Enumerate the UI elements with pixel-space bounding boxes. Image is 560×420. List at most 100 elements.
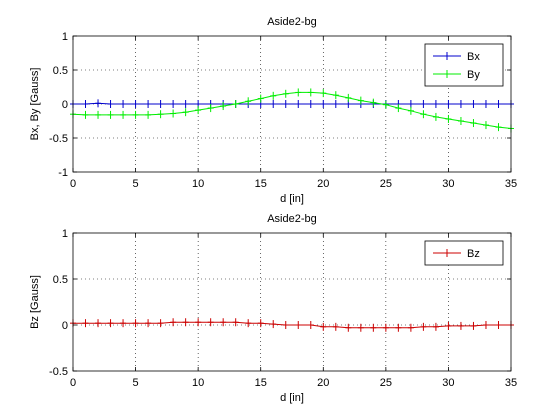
data-point [107,100,114,108]
data-point [482,100,489,108]
data-point [157,110,164,119]
chart-panel-1: 0 5 10 15 20 25 30 35 -1 -0.5 0 0.5 1 Aside2-bg d [in]… [29,16,517,205]
chart-title: Aside2-bg [267,213,317,225]
data-point [132,319,139,328]
data-point [370,323,377,332]
data-point [145,100,152,108]
data-point [282,89,289,98]
data-point [445,321,452,330]
data-point [345,93,352,102]
x-tick-label: 10 [192,377,204,389]
data-point [432,112,439,121]
data-point [95,99,102,108]
y-tick-label: 1 [62,228,68,240]
data-point [432,100,439,108]
data-point [457,117,464,125]
data-point [495,123,502,132]
data-point [357,323,364,332]
data-point [307,100,314,108]
data-point [132,110,139,119]
data-point [382,323,389,332]
data-point [132,100,139,108]
legend-box [424,43,504,87]
x-tick-label: 5 [133,377,139,389]
data-point [182,318,189,327]
data-point [82,319,89,328]
data-point [482,321,489,329]
x-tick-label: 5 [133,178,139,190]
series-Bz [70,318,514,332]
data-point [95,110,102,119]
chart-title: Aside2-bg [267,16,317,28]
data-point [332,91,339,100]
data-point [270,320,277,329]
data-point [245,97,252,106]
x-tick-label: 15 [255,377,267,389]
data-point [320,100,327,108]
data-point [157,319,164,328]
data-point [295,321,302,329]
y-axis-label: Bz [Gauss] [29,275,41,329]
data-point [145,110,152,119]
data-point [445,100,452,108]
data-point [320,89,327,98]
x-tick-label: 15 [255,178,267,190]
data-point [207,318,214,327]
data-point [295,100,302,108]
data-point [195,106,202,115]
data-point [282,100,289,108]
y-tick-label: 0.5 [53,274,68,286]
data-point [170,100,177,108]
data-point [407,323,414,332]
data-point [320,322,327,331]
data-point [257,319,264,328]
data-point [207,104,214,113]
data-point [120,319,127,328]
legend-entry: Bz [433,248,480,260]
data-point [157,100,164,108]
y-tick-label: 1 [62,31,68,43]
data-point [457,321,464,330]
data-point [232,100,239,108]
data-point [170,318,177,327]
data-point [395,323,402,332]
data-point [445,114,452,123]
data-point [170,109,177,118]
x-tick-label: 0 [70,178,76,190]
data-point [257,94,264,103]
x-axis-label: d [in] [280,392,304,404]
data-point [482,121,489,130]
data-point [370,98,377,107]
data-point [457,100,464,108]
legend-label: Bz [467,248,480,260]
data-point [407,106,414,115]
data-point [120,100,127,108]
data-point [95,319,102,328]
data-point [420,322,427,331]
legend-entry: By [433,69,480,81]
x-tick-label: 0 [70,377,76,389]
x-tick-label: 25 [380,178,392,190]
x-tick-label: 35 [505,178,517,190]
y-tick-label: 0 [62,99,68,111]
y-tick-label: -1 [58,167,68,179]
x-tick-label: 30 [442,377,454,389]
data-point [470,100,477,108]
y-tick-label: 0 [62,320,68,332]
data-point [432,322,439,331]
axes-frame [72,232,512,372]
data-point [345,323,352,332]
data-point [107,319,114,328]
data-point [107,110,114,119]
data-point [332,322,339,331]
data-point [82,110,89,119]
data-point [307,88,314,97]
x-axis-label: d [in] [280,193,304,205]
y-tick-label: 0.5 [53,65,68,77]
data-point [382,100,389,109]
data-point [82,100,89,108]
x-tick-label: 30 [442,178,454,190]
data-point [145,319,152,328]
